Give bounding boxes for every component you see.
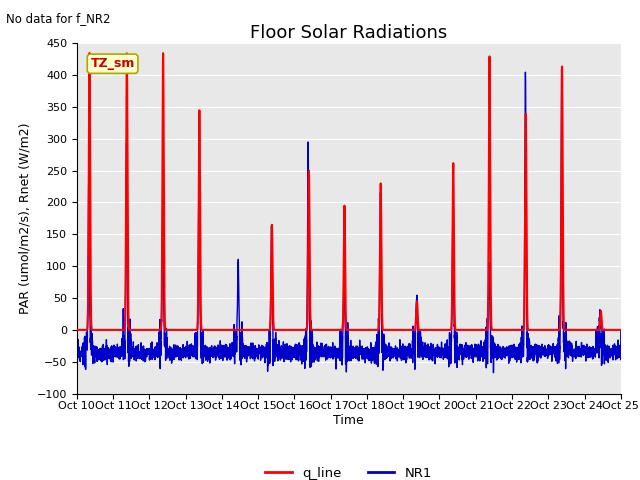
NR1	[73, 347, 81, 352]
Y-axis label: PAR (umol/m2/s), Rnet (W/m2): PAR (umol/m2/s), Rnet (W/m2)	[18, 123, 31, 314]
Line: q_line: q_line	[77, 53, 621, 330]
q_line	[617, 327, 625, 333]
NR1	[617, 327, 625, 333]
NR1	[502, 348, 509, 354]
q_line	[171, 327, 179, 333]
Text: TZ_sm: TZ_sm	[90, 57, 135, 70]
q_line	[502, 327, 509, 333]
q_line	[73, 327, 81, 333]
q_line	[86, 50, 93, 56]
Legend: q_line, NR1: q_line, NR1	[260, 462, 438, 480]
NR1	[558, 67, 566, 72]
Title: Floor Solar Radiations: Floor Solar Radiations	[250, 24, 447, 42]
q_line	[441, 327, 449, 333]
Text: No data for f_NR2: No data for f_NR2	[6, 12, 111, 25]
NR1	[171, 348, 179, 354]
NR1	[616, 344, 624, 349]
NR1	[490, 370, 497, 375]
X-axis label: Time: Time	[333, 414, 364, 427]
NR1	[440, 354, 448, 360]
Line: NR1: NR1	[77, 70, 621, 372]
q_line	[616, 327, 624, 333]
NR1	[471, 350, 479, 356]
q_line	[329, 327, 337, 333]
NR1	[328, 345, 336, 350]
q_line	[471, 327, 479, 333]
